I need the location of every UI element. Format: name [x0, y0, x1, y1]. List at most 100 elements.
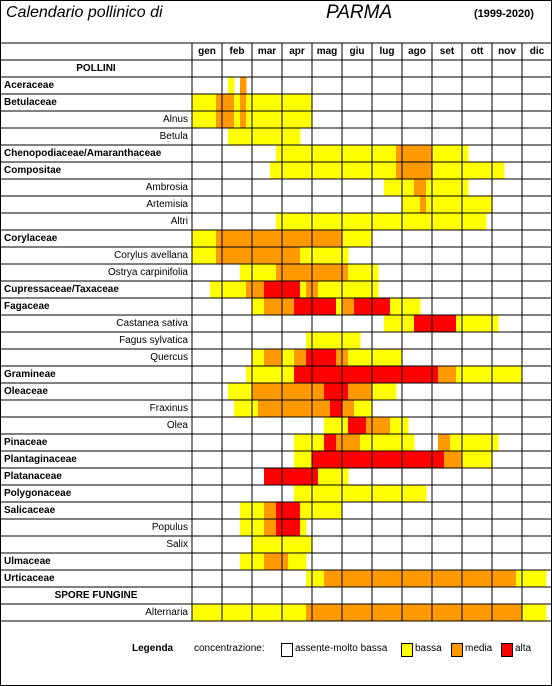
concentration-cell — [306, 162, 313, 179]
concentration-cell — [300, 434, 307, 451]
concentration-cell — [390, 366, 397, 383]
concentration-cell — [408, 179, 415, 196]
concentration-cell — [474, 604, 481, 621]
concentration-cell — [246, 502, 253, 519]
concentration-cell — [240, 502, 247, 519]
concentration-cell — [360, 417, 367, 434]
concentration-cell — [456, 604, 463, 621]
concentration-cell — [294, 349, 301, 366]
concentration-cell — [378, 485, 385, 502]
concentration-cell — [354, 162, 361, 179]
row-label-quercus: Quercus — [150, 352, 188, 363]
concentration-cell — [252, 519, 259, 536]
concentration-cell — [462, 179, 469, 196]
concentration-cell — [336, 281, 343, 298]
concentration-cell — [468, 196, 475, 213]
concentration-cell — [294, 468, 301, 485]
concentration-cell — [300, 230, 307, 247]
concentration-cell — [378, 417, 385, 434]
concentration-cell — [312, 298, 319, 315]
concentration-cell — [420, 179, 427, 196]
concentration-cell — [306, 400, 313, 417]
concentration-cell — [408, 315, 415, 332]
concentration-cell — [396, 366, 403, 383]
concentration-cell — [390, 383, 397, 400]
concentration-cell — [372, 383, 379, 400]
concentration-cell — [306, 247, 313, 264]
concentration-cell — [246, 230, 253, 247]
concentration-cell — [420, 451, 427, 468]
concentration-cell — [300, 366, 307, 383]
concentration-cell — [258, 298, 265, 315]
concentration-cell — [486, 570, 493, 587]
concentration-cell — [438, 213, 445, 230]
concentration-cell — [348, 451, 355, 468]
concentration-cell — [252, 247, 259, 264]
concentration-cell — [354, 485, 361, 502]
concentration-cell — [240, 519, 247, 536]
concentration-cell — [480, 570, 487, 587]
concentration-cell — [264, 247, 271, 264]
concentration-cell — [228, 230, 235, 247]
concentration-cell — [264, 128, 271, 145]
concentration-cell — [234, 247, 241, 264]
row-label-alternaria: Alternaria — [145, 607, 188, 618]
row-label-polygonaceae: Polygonaceae — [4, 488, 72, 499]
concentration-cell — [264, 230, 271, 247]
concentration-cell — [330, 230, 337, 247]
concentration-cell — [282, 502, 289, 519]
concentration-cell — [360, 485, 367, 502]
concentration-cell — [444, 451, 451, 468]
concentration-cell — [270, 519, 277, 536]
concentration-cell — [408, 451, 415, 468]
concentration-cell — [324, 468, 331, 485]
concentration-cell — [342, 247, 349, 264]
concentration-cell — [450, 604, 457, 621]
concentration-cell — [390, 604, 397, 621]
concentration-cell — [312, 264, 319, 281]
concentration-cell — [372, 162, 379, 179]
concentration-cell — [282, 366, 289, 383]
concentration-cell — [288, 536, 295, 553]
concentration-cell — [192, 604, 199, 621]
concentration-cell — [270, 298, 277, 315]
concentration-cell — [294, 281, 301, 298]
concentration-cell — [276, 519, 283, 536]
concentration-cell — [354, 298, 361, 315]
concentration-cell — [462, 604, 469, 621]
concentration-cell — [300, 400, 307, 417]
concentration-cell — [252, 230, 259, 247]
concentration-cell — [402, 213, 409, 230]
concentration-cell — [258, 536, 265, 553]
concentration-cell — [324, 400, 331, 417]
concentration-cell — [264, 264, 271, 281]
concentration-cell — [486, 196, 493, 213]
concentration-cell — [258, 604, 265, 621]
concentration-cell — [252, 366, 259, 383]
concentration-cell — [258, 553, 265, 570]
concentration-cell — [270, 111, 277, 128]
concentration-cell — [288, 264, 295, 281]
concentration-cell — [330, 145, 337, 162]
row-label-populus: Populus — [151, 522, 188, 533]
concentration-cell — [384, 349, 391, 366]
concentration-cell — [300, 383, 307, 400]
concentration-cell — [468, 570, 475, 587]
concentration-cell — [426, 451, 433, 468]
concentration-cell — [348, 298, 355, 315]
concentration-cell — [504, 604, 511, 621]
concentration-cell — [192, 111, 199, 128]
concentration-cell — [408, 145, 415, 162]
concentration-cell — [294, 383, 301, 400]
concentration-cell — [240, 383, 247, 400]
concentration-cell — [330, 451, 337, 468]
concentration-cell — [372, 298, 379, 315]
concentration-cell — [312, 570, 319, 587]
concentration-cell — [222, 247, 229, 264]
concentration-cell — [492, 315, 499, 332]
concentration-cell — [348, 281, 355, 298]
concentration-cell — [318, 213, 325, 230]
concentration-cell — [420, 162, 427, 179]
concentration-cell — [456, 366, 463, 383]
concentration-cell — [372, 417, 379, 434]
